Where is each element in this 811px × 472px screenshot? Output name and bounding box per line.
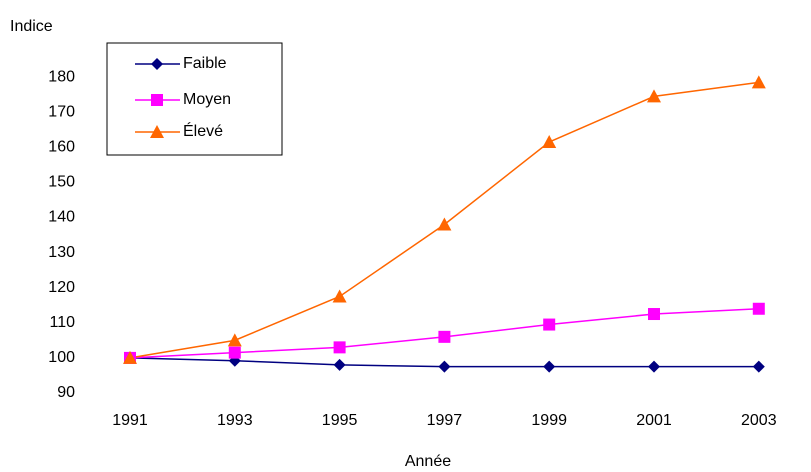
marker (648, 360, 660, 373)
x-tick-label: 2003 (741, 412, 777, 429)
marker (438, 360, 451, 373)
y-axis-label: Indice (10, 18, 53, 35)
x-tick-label: 1997 (427, 412, 463, 429)
marker (437, 217, 452, 231)
x-tick-label: 1993 (217, 412, 253, 429)
marker (752, 302, 765, 315)
marker (333, 341, 346, 354)
legend-marker (151, 58, 163, 70)
y-tick-label: 170 (48, 103, 75, 120)
marker (543, 318, 556, 331)
legend-box (106, 42, 283, 156)
y-tick-label: 140 (48, 209, 75, 226)
legend-marker (150, 125, 164, 138)
x-tick-label: 1995 (322, 412, 358, 429)
marker (227, 333, 242, 347)
marker (543, 360, 556, 373)
legend-label: Faible (183, 55, 227, 72)
marker (228, 346, 241, 359)
marker (751, 75, 766, 89)
marker (438, 330, 451, 343)
legend-label: Élevé (183, 121, 223, 140)
legend-marker (151, 94, 163, 106)
marker (752, 360, 765, 373)
y-tick-label: 130 (48, 244, 75, 261)
y-tick-label: 160 (48, 139, 75, 156)
y-tick-label: 180 (48, 68, 75, 85)
marker (123, 350, 137, 364)
y-tick-label: 110 (49, 314, 75, 331)
marker (542, 135, 557, 149)
y-tick-label: 150 (48, 174, 75, 191)
marker (648, 308, 660, 321)
y-tick-label: 90 (57, 384, 75, 401)
marker (333, 358, 346, 371)
x-tick-label: 2001 (636, 412, 672, 429)
marker (332, 289, 347, 303)
x-tick-label: 1999 (531, 412, 567, 429)
marker (647, 89, 661, 103)
x-tick-label: 1991 (112, 412, 148, 429)
y-tick-label: 100 (48, 349, 75, 366)
y-tick-label: 120 (48, 279, 75, 296)
x-axis-label: Année (405, 453, 451, 470)
legend-label: Moyen (183, 91, 231, 108)
